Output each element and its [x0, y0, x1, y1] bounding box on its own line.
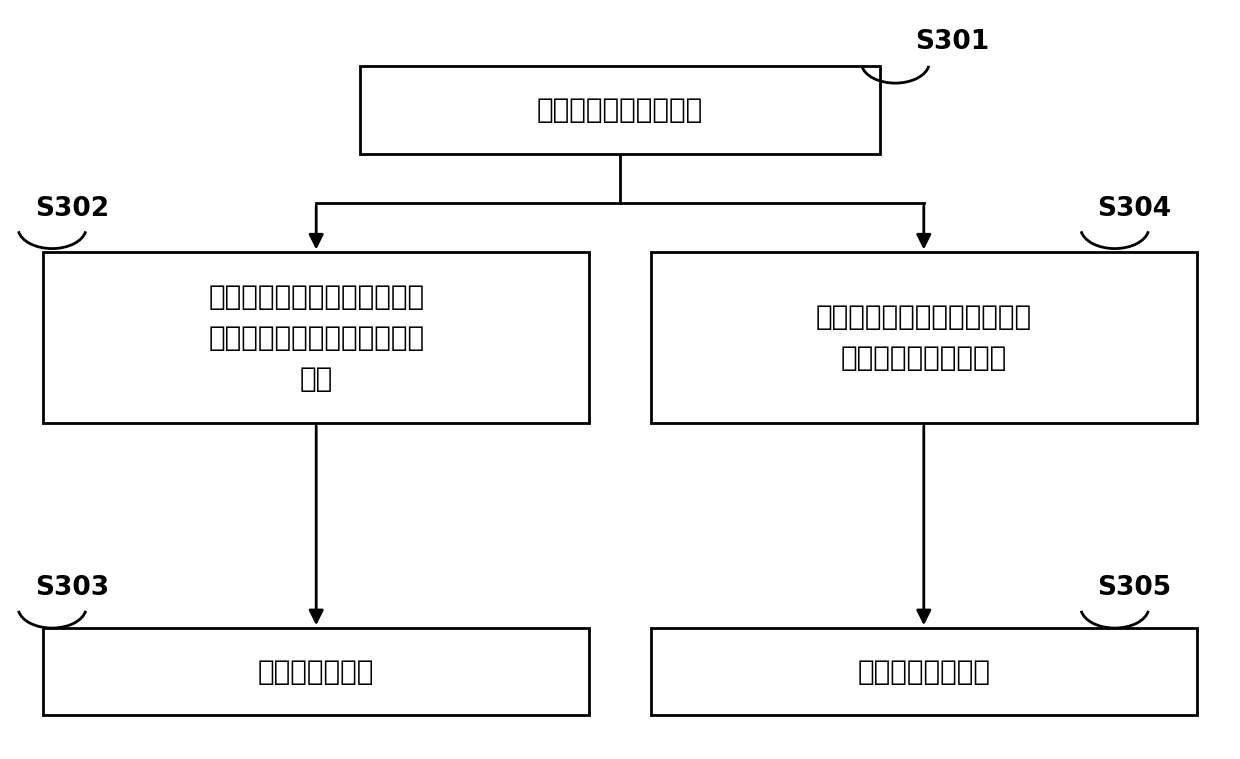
Text: 没有接收到安全信号，则判定
当前环境为非安全环境: 没有接收到安全信号，则判定 当前环境为非安全环境: [816, 303, 1032, 373]
Text: 以非安全模式运行: 以非安全模式运行: [857, 658, 991, 685]
FancyBboxPatch shape: [651, 252, 1197, 423]
FancyBboxPatch shape: [651, 628, 1197, 715]
Text: 在当前环境下接收信号: 在当前环境下接收信号: [537, 96, 703, 124]
Text: S301: S301: [915, 29, 990, 55]
FancyBboxPatch shape: [360, 67, 880, 153]
FancyBboxPatch shape: [43, 252, 589, 423]
Text: 以安全模式运行: 以安全模式运行: [258, 658, 374, 685]
Text: S302: S302: [35, 196, 109, 222]
Text: 每隔预设时间接收到一次安全
信号，则判定当前环境为安全
环境: 每隔预设时间接收到一次安全 信号，则判定当前环境为安全 环境: [208, 282, 424, 393]
FancyBboxPatch shape: [43, 628, 589, 715]
Text: S305: S305: [1097, 575, 1172, 601]
Text: S304: S304: [1097, 196, 1172, 222]
Text: S303: S303: [35, 575, 109, 601]
